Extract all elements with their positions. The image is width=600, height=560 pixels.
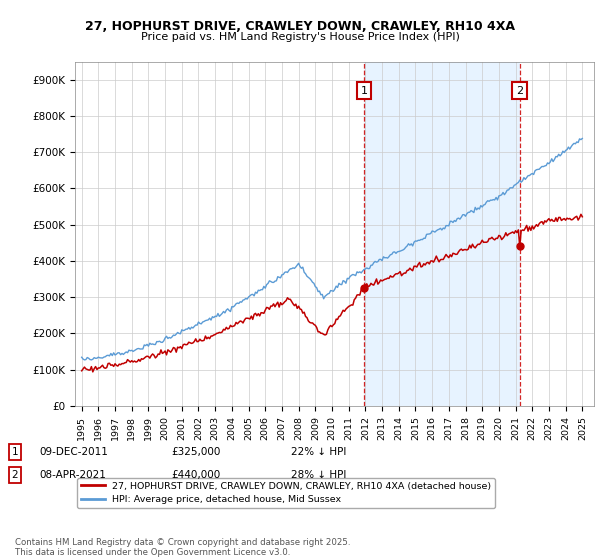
Text: 2: 2 [11,470,19,480]
Text: £440,000: £440,000 [171,470,220,480]
Legend: 27, HOPHURST DRIVE, CRAWLEY DOWN, CRAWLEY, RH10 4XA (detached house), HPI: Avera: 27, HOPHURST DRIVE, CRAWLEY DOWN, CRAWLE… [77,478,495,508]
Text: 2: 2 [516,86,523,96]
Bar [364,62,520,406]
Text: 22% ↓ HPI: 22% ↓ HPI [291,447,346,457]
Text: 1: 1 [361,86,368,96]
Text: Contains HM Land Registry data © Crown copyright and database right 2025.
This d: Contains HM Land Registry data © Crown c… [15,538,350,557]
Text: Price paid vs. HM Land Registry's House Price Index (HPI): Price paid vs. HM Land Registry's House … [140,32,460,42]
Text: 27, HOPHURST DRIVE, CRAWLEY DOWN, CRAWLEY, RH10 4XA: 27, HOPHURST DRIVE, CRAWLEY DOWN, CRAWLE… [85,20,515,32]
Text: 28% ↓ HPI: 28% ↓ HPI [291,470,346,480]
Text: 1: 1 [11,447,19,457]
Text: 09-DEC-2011: 09-DEC-2011 [39,447,108,457]
Text: 08-APR-2021: 08-APR-2021 [39,470,106,480]
Text: £325,000: £325,000 [171,447,220,457]
